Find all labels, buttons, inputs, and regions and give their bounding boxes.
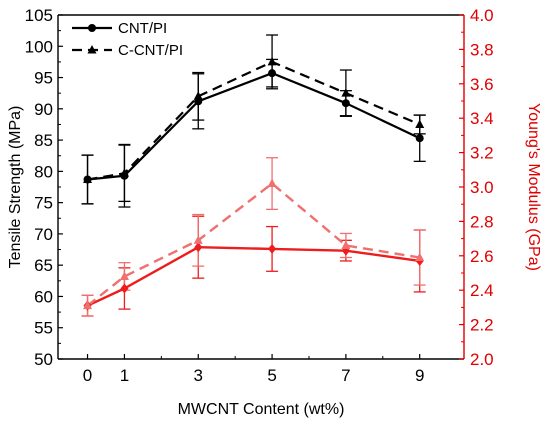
triangle-marker xyxy=(119,271,129,280)
series-line-3 xyxy=(86,182,420,307)
diamond-marker xyxy=(268,243,277,254)
x-tick-label: 3 xyxy=(194,366,203,385)
right-y-tick-label: 4.0 xyxy=(470,6,494,25)
right-y-tick-label: 2.0 xyxy=(470,350,494,369)
left-y-tick-label: 95 xyxy=(34,69,53,88)
right-y-tick-label: 2.8 xyxy=(470,212,494,231)
x-tick-label: 7 xyxy=(341,366,350,385)
left-y-tick-label: 70 xyxy=(34,225,53,244)
x-tick-label: 1 xyxy=(120,366,129,385)
right-y-tick-label: 2.6 xyxy=(470,247,494,266)
left-y-tick-label: 85 xyxy=(34,131,53,150)
triangle-marker xyxy=(415,119,425,128)
right-y-tick-label: 3.4 xyxy=(470,109,494,128)
diamond-marker xyxy=(194,242,203,253)
x-tick-label: 5 xyxy=(267,366,276,385)
triangle-marker xyxy=(83,300,93,310)
series-line-2 xyxy=(87,245,420,307)
left-y-tick-label: 90 xyxy=(34,100,53,119)
left-y-tick-label: 55 xyxy=(34,319,53,338)
triangle-marker xyxy=(267,56,277,66)
triangle-marker xyxy=(341,88,351,97)
left-y-axis-title: Tensile Strength (MPa) xyxy=(7,106,24,269)
triangle-marker xyxy=(87,45,97,54)
right-y-tick-label: 2.2 xyxy=(470,316,494,335)
right-y-tick-label: 3.0 xyxy=(470,178,494,197)
left-y-tick-label: 75 xyxy=(34,194,53,213)
right-y-axis-title: Young's Modulus (GPa) xyxy=(525,103,542,271)
triangle-marker xyxy=(415,252,425,262)
right-y-tick-label: 3.2 xyxy=(470,144,494,163)
triangle-marker xyxy=(193,235,203,244)
series-line-0 xyxy=(87,72,421,181)
left-y-tick-label: 60 xyxy=(34,287,53,306)
x-axis-title: MWCNT Content (wt%) xyxy=(178,401,345,418)
circle-marker xyxy=(341,99,350,108)
left-y-tick-label: 50 xyxy=(34,350,53,369)
diamond-marker xyxy=(120,283,129,294)
legend-label-1: C-CNT/PI xyxy=(118,42,183,59)
right-y-tick-label: 3.8 xyxy=(470,40,494,59)
circle-marker xyxy=(415,134,424,143)
legend-label-0: CNT/PI xyxy=(118,20,167,37)
triangle-marker xyxy=(341,240,351,249)
error-bars-layer xyxy=(81,34,426,317)
series-lines-layer xyxy=(86,60,421,307)
x-tick-label: 0 xyxy=(83,366,92,385)
left-y-tick-label: 80 xyxy=(34,162,53,181)
left-y-tick-label: 100 xyxy=(25,37,53,56)
circle-marker xyxy=(268,69,277,78)
triangle-marker xyxy=(193,91,203,100)
triangle-marker xyxy=(119,168,129,177)
left-y-tick-label: 65 xyxy=(34,256,53,275)
legend: CNT/PI C-CNT/PI xyxy=(72,20,183,59)
right-y-tick-label: 2.4 xyxy=(470,281,494,300)
left-y-tick-label: 105 xyxy=(25,6,53,25)
right-y-tick-label: 3.6 xyxy=(470,75,494,94)
axes-layer: 505560657075808590951001052.02.22.42.62.… xyxy=(7,6,542,418)
x-tick-label: 9 xyxy=(415,366,424,385)
series-line-1 xyxy=(87,60,421,181)
triangle-marker xyxy=(83,174,93,183)
circle-marker xyxy=(88,24,96,32)
triangle-marker xyxy=(267,178,277,188)
markers-layer xyxy=(83,56,425,311)
